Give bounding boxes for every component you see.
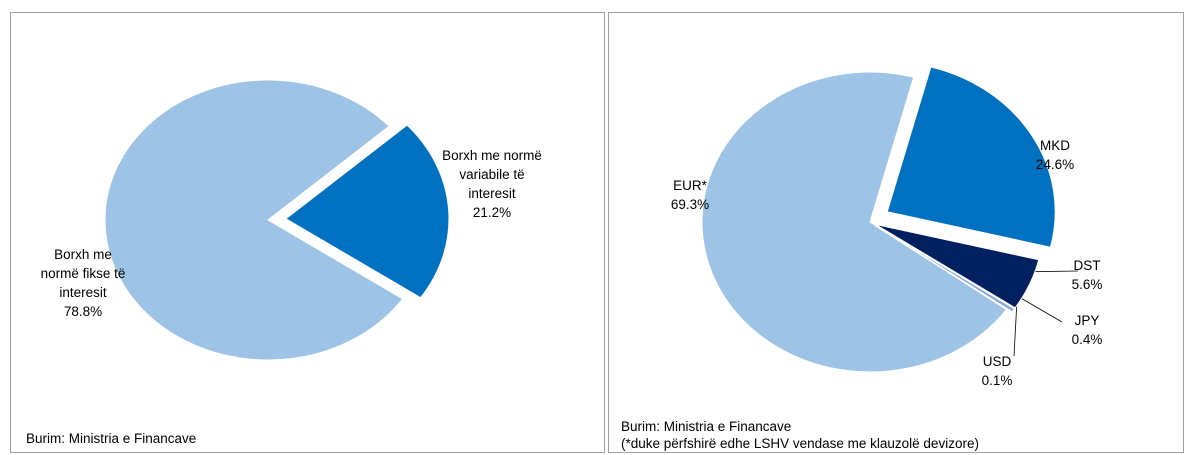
value-label: 21.2% xyxy=(472,205,512,220)
slice-label: USD 0.1% xyxy=(962,352,1032,390)
value-label: 69.3% xyxy=(670,197,710,212)
panel-border xyxy=(10,12,605,453)
slice-label: Borxh me normë variabile të interesit 21.… xyxy=(442,146,542,222)
category-label: Borxh me normë fikse të interesit xyxy=(40,247,126,300)
pie-slice xyxy=(104,79,404,361)
slice-label: Borxh me normë fikse të interesit 78.8% xyxy=(37,245,129,321)
category-label: DST xyxy=(1073,258,1101,273)
panel-border xyxy=(608,12,1184,453)
pie-slice xyxy=(285,124,450,299)
slice-label: EUR* 69.3% xyxy=(655,176,725,214)
category-label: USD xyxy=(982,354,1012,369)
pie-slice xyxy=(701,71,1008,373)
source: Burim: Ministria e Financave xyxy=(26,431,197,446)
value-label: 5.6% xyxy=(1071,277,1103,292)
pie-slice xyxy=(886,66,1056,248)
value-label: 24.6% xyxy=(1035,157,1075,172)
leader-line xyxy=(1018,296,1063,323)
pie-slice xyxy=(874,225,1013,314)
value-label: 0.4% xyxy=(1071,332,1103,347)
category-label: MKD xyxy=(1040,138,1070,153)
category-label: JPY xyxy=(1074,313,1100,328)
category-label: Borxh me normë variabile të interesit xyxy=(442,148,542,201)
value-label: 0.1% xyxy=(981,373,1013,388)
category-label: EUR* xyxy=(673,178,707,193)
slice-label: DST 5.6% xyxy=(1052,256,1122,294)
value-label: 78.8% xyxy=(63,304,103,319)
source: Burim: Ministria e Financave xyxy=(621,419,792,434)
slice-label: JPY 0.4% xyxy=(1052,311,1122,349)
slice-label: MKD 24.6% xyxy=(1020,136,1090,174)
note: (*duke përfshirë edhe LSHV vendase me kl… xyxy=(621,436,979,451)
pie-slice xyxy=(875,223,1040,309)
leader-line xyxy=(1013,299,1018,357)
